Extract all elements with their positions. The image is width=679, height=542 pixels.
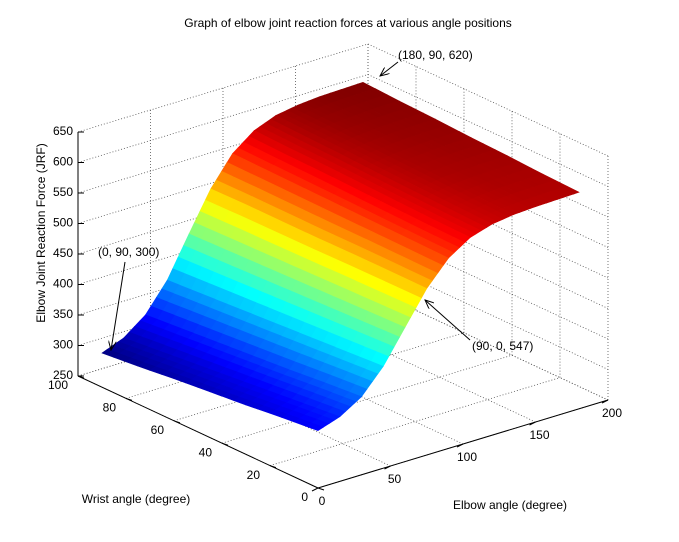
x-tick-label: 150 [529,428,549,442]
z-tick-label: 500 [53,216,73,230]
y-tick-label: 60 [151,423,165,437]
z-tick-label: 450 [53,246,73,260]
y-tick-label: 0 [301,490,308,504]
annotation-arrow [380,61,399,76]
y-tick [173,420,181,424]
y-tick [221,442,229,446]
y-tick [269,465,277,469]
grid-line [367,287,609,401]
annotation-text: (180, 90, 620) [398,48,473,62]
grid-line [269,377,561,466]
y-tick-label: 40 [199,445,213,459]
z-tick-label: 400 [53,277,73,291]
x-tick [456,443,464,448]
y-tick [125,397,133,401]
grid-line [367,257,609,370]
x-tick-label: 100 [457,450,477,464]
annotation-text: (90, 0, 547) [472,339,533,353]
annotation-text: (0, 90, 300) [98,245,159,259]
x-tick [384,465,391,470]
y-tick-label: 80 [103,401,117,415]
z-axis-label: Elbow Joint Reaction Force (JRF) [34,143,48,322]
y-tick-label: 100 [48,378,68,392]
x-tick [601,399,609,404]
x-tick-label: 200 [602,406,622,420]
z-tick-label: 350 [53,307,73,321]
grid-line [77,74,369,163]
x-tick [311,487,319,492]
grid-line [77,43,369,133]
surface-patch [305,422,325,431]
x-tick-label: 0 [319,494,326,508]
z-tick-label: 250 [53,368,73,382]
grid-line [221,354,513,444]
y-axis [77,375,319,489]
grid-line [367,226,609,340]
z-tick-label: 550 [53,185,73,199]
annotations: (180, 90, 620) (0, 90, 300) (90, 0, 547) [98,48,533,353]
grid-line [367,74,609,187]
chart-title: Graph of elbow joint reaction forces at … [184,16,512,30]
z-tick-label: 650 [53,124,73,138]
surface [101,81,580,431]
z-tick-label: 600 [53,155,73,169]
z-tick-label: 300 [53,338,73,352]
annotation-arrow [111,261,126,350]
grid-line [173,332,465,422]
y-axis-label: Wrist angle (degree) [82,492,191,506]
x-tick-label: 50 [388,472,402,486]
x-axis-label: Elbow angle (degree) [453,498,567,512]
grid-line [295,309,536,423]
x-tick [529,421,536,426]
grid-line [367,196,609,309]
annotation-arrow [425,300,471,341]
y-tick [317,487,325,491]
y-tick-label: 20 [247,468,261,482]
grid-line [367,43,609,157]
